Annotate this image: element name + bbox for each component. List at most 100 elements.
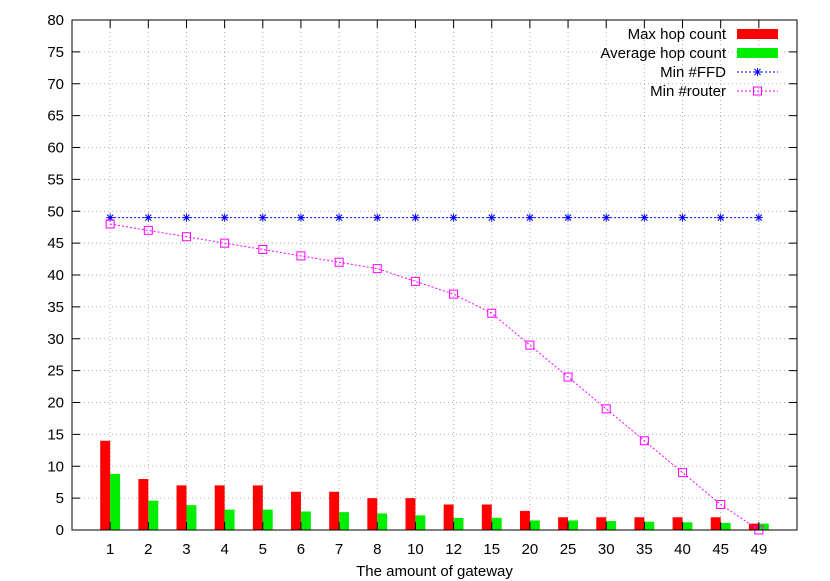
- y-tick-label: 45: [47, 235, 64, 252]
- x-tick-label: 3: [182, 541, 190, 558]
- legend-swatch: [737, 29, 778, 39]
- max-hop-bar: [710, 517, 721, 530]
- avg-hop-bar: [262, 509, 273, 530]
- min-ffd-point: [296, 213, 305, 222]
- x-tick-label: 8: [373, 541, 381, 558]
- min-ffd-point: [335, 213, 344, 222]
- y-tick-label: 0: [56, 522, 64, 539]
- min-router-point: [220, 238, 230, 248]
- avg-hop-bar: [529, 520, 540, 530]
- y-tick-label: 30: [47, 331, 64, 348]
- max-hop-bar: [100, 440, 111, 530]
- min-ffd-point: [487, 213, 496, 222]
- x-tick-label: 2: [144, 541, 152, 558]
- y-tick-label: 65: [47, 108, 64, 125]
- y-tick-label: 35: [47, 299, 64, 316]
- min-ffd-point: [564, 213, 573, 222]
- y-tick-label: 80: [47, 12, 64, 29]
- min-ffd-point: [602, 213, 611, 222]
- max-hop-bar: [329, 491, 340, 530]
- min-router-point: [296, 251, 306, 261]
- legend-label: Min #router: [650, 83, 726, 100]
- min-ffd-point: [411, 213, 420, 222]
- y-tick-label: 5: [56, 490, 64, 507]
- x-tick-label: 49: [750, 541, 767, 558]
- max-hop-bar: [138, 479, 149, 530]
- x-tick-label: 1: [106, 541, 114, 558]
- min-router-point: [678, 468, 688, 478]
- grid: [72, 20, 797, 530]
- max-hop-bar: [291, 491, 301, 530]
- min-router-point: [372, 264, 382, 274]
- y-tick-label: 50: [47, 203, 64, 220]
- avg-hop-bar: [453, 517, 464, 530]
- min-ffd-point: [754, 213, 763, 222]
- avg-hop-bar: [224, 509, 235, 530]
- avg-hop-bar: [682, 522, 693, 530]
- max-hop-bar: [176, 485, 187, 530]
- y-tick-label: 60: [47, 140, 64, 157]
- min-ffd-point: [525, 213, 534, 222]
- min-ffd-point: [182, 213, 191, 222]
- x-tick-label: 10: [407, 541, 424, 558]
- min-ffd-point: [640, 213, 649, 222]
- min-router-point: [105, 219, 115, 229]
- max-hop-bar: [519, 510, 530, 530]
- legend-square-marker: [753, 86, 762, 96]
- max-hop-bar: [672, 517, 683, 530]
- legend-label: Max hop count: [628, 26, 727, 43]
- min-router-point: [563, 372, 573, 382]
- avg-hop-bar: [377, 513, 388, 530]
- avg-hop-bar: [300, 511, 311, 530]
- max-hop-bar: [214, 485, 225, 530]
- lines: [105, 213, 764, 535]
- max-hop-bar: [252, 485, 263, 530]
- x-axis-label: The amount of gateway: [356, 563, 513, 580]
- min-router-point: [143, 225, 153, 235]
- x-tick-label: 6: [297, 541, 305, 558]
- y-tick-label: 20: [47, 395, 64, 412]
- x-tick-label: 12: [445, 541, 462, 558]
- min-router-point: [181, 232, 191, 242]
- legend-label: Average hop count: [600, 45, 726, 62]
- max-hop-bar: [634, 517, 645, 530]
- x-tick-label: 5: [259, 541, 267, 558]
- min-router-point: [334, 257, 344, 267]
- min-ffd-point: [716, 213, 725, 222]
- max-hop-bar: [558, 517, 569, 530]
- x-tick-label: 15: [483, 541, 500, 558]
- max-hop-bar: [443, 504, 454, 530]
- min-ffd-point: [144, 213, 153, 222]
- min-router-point: [525, 340, 535, 350]
- max-hop-bar: [367, 498, 378, 530]
- y-tick-label: 75: [47, 44, 64, 61]
- y-tick-label: 15: [47, 426, 64, 443]
- avg-hop-bar: [568, 520, 578, 530]
- y-tick-label: 70: [47, 76, 64, 93]
- max-hop-bar: [481, 504, 492, 530]
- x-tick-label: 40: [674, 541, 691, 558]
- min-ffd-point: [373, 213, 382, 222]
- x-tick-label: 25: [560, 541, 577, 558]
- legend-star-marker: [753, 68, 762, 76]
- avg-hop-bar: [720, 522, 731, 530]
- min-ffd-point: [220, 213, 229, 222]
- avg-hop-bar: [110, 473, 121, 530]
- avg-hop-bar: [491, 517, 502, 530]
- y-tick-label: 10: [47, 458, 64, 475]
- min-ffd-point: [258, 213, 267, 222]
- min-router-point: [487, 308, 497, 318]
- x-tick-label: 45: [712, 541, 729, 558]
- x-tick-label: 20: [522, 541, 539, 558]
- min-router-point: [601, 404, 611, 414]
- avg-hop-bar: [644, 521, 655, 530]
- avg-hop-bar: [606, 521, 617, 530]
- min-router-point: [639, 436, 649, 446]
- avg-hop-bar: [758, 523, 769, 530]
- min-router-point: [258, 245, 268, 254]
- x-tick-label: 7: [335, 541, 343, 558]
- bars: [100, 440, 769, 530]
- legend-label: Min #FFD: [660, 64, 726, 81]
